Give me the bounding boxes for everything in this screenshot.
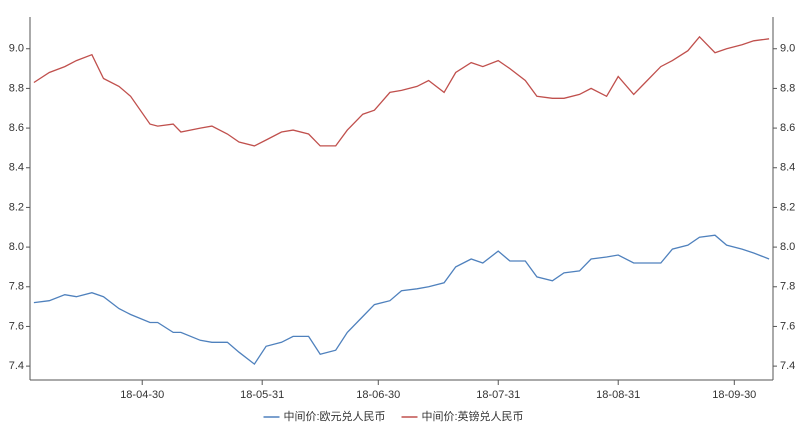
y2-tick-label: 7.8 bbox=[780, 281, 795, 293]
x-tick-label: 18-06-30 bbox=[356, 389, 400, 401]
y2-tick-label: 9.0 bbox=[780, 43, 795, 55]
y-tick-label: 7.6 bbox=[9, 320, 24, 332]
legend-label: 中间价:欧元兑人民币 bbox=[284, 409, 386, 423]
y-tick-label: 7.4 bbox=[9, 360, 24, 372]
x-tick-label: 18-04-30 bbox=[120, 389, 164, 401]
y2-tick-label: 8.0 bbox=[780, 241, 795, 253]
series-line bbox=[33, 234, 770, 366]
y2-tick-label: 8.8 bbox=[780, 82, 795, 94]
y2-tick-label: 7.4 bbox=[780, 360, 795, 372]
y2-tick-label: 8.2 bbox=[780, 201, 795, 213]
y2-tick-label: 7.6 bbox=[780, 320, 795, 332]
y-tick-label: 8.4 bbox=[9, 162, 24, 174]
y-tick-label: 8.0 bbox=[9, 241, 24, 253]
y2-tick-label: 8.6 bbox=[780, 122, 795, 134]
x-tick-label: 18-05-31 bbox=[240, 389, 284, 401]
y-tick-label: 7.8 bbox=[9, 281, 24, 293]
y2-tick-label: 8.4 bbox=[780, 162, 795, 174]
x-tick-label: 18-07-31 bbox=[476, 389, 520, 401]
x-tick-label: 18-09-30 bbox=[712, 389, 756, 401]
y-tick-label: 9.0 bbox=[9, 43, 24, 55]
legend-label: 中间价:英镑兑人民币 bbox=[422, 409, 524, 423]
y-tick-label: 8.8 bbox=[9, 82, 24, 94]
y-tick-label: 8.2 bbox=[9, 201, 24, 213]
series-line bbox=[33, 35, 770, 147]
y-tick-label: 8.6 bbox=[9, 122, 24, 134]
x-tick-label: 18-08-31 bbox=[596, 389, 640, 401]
